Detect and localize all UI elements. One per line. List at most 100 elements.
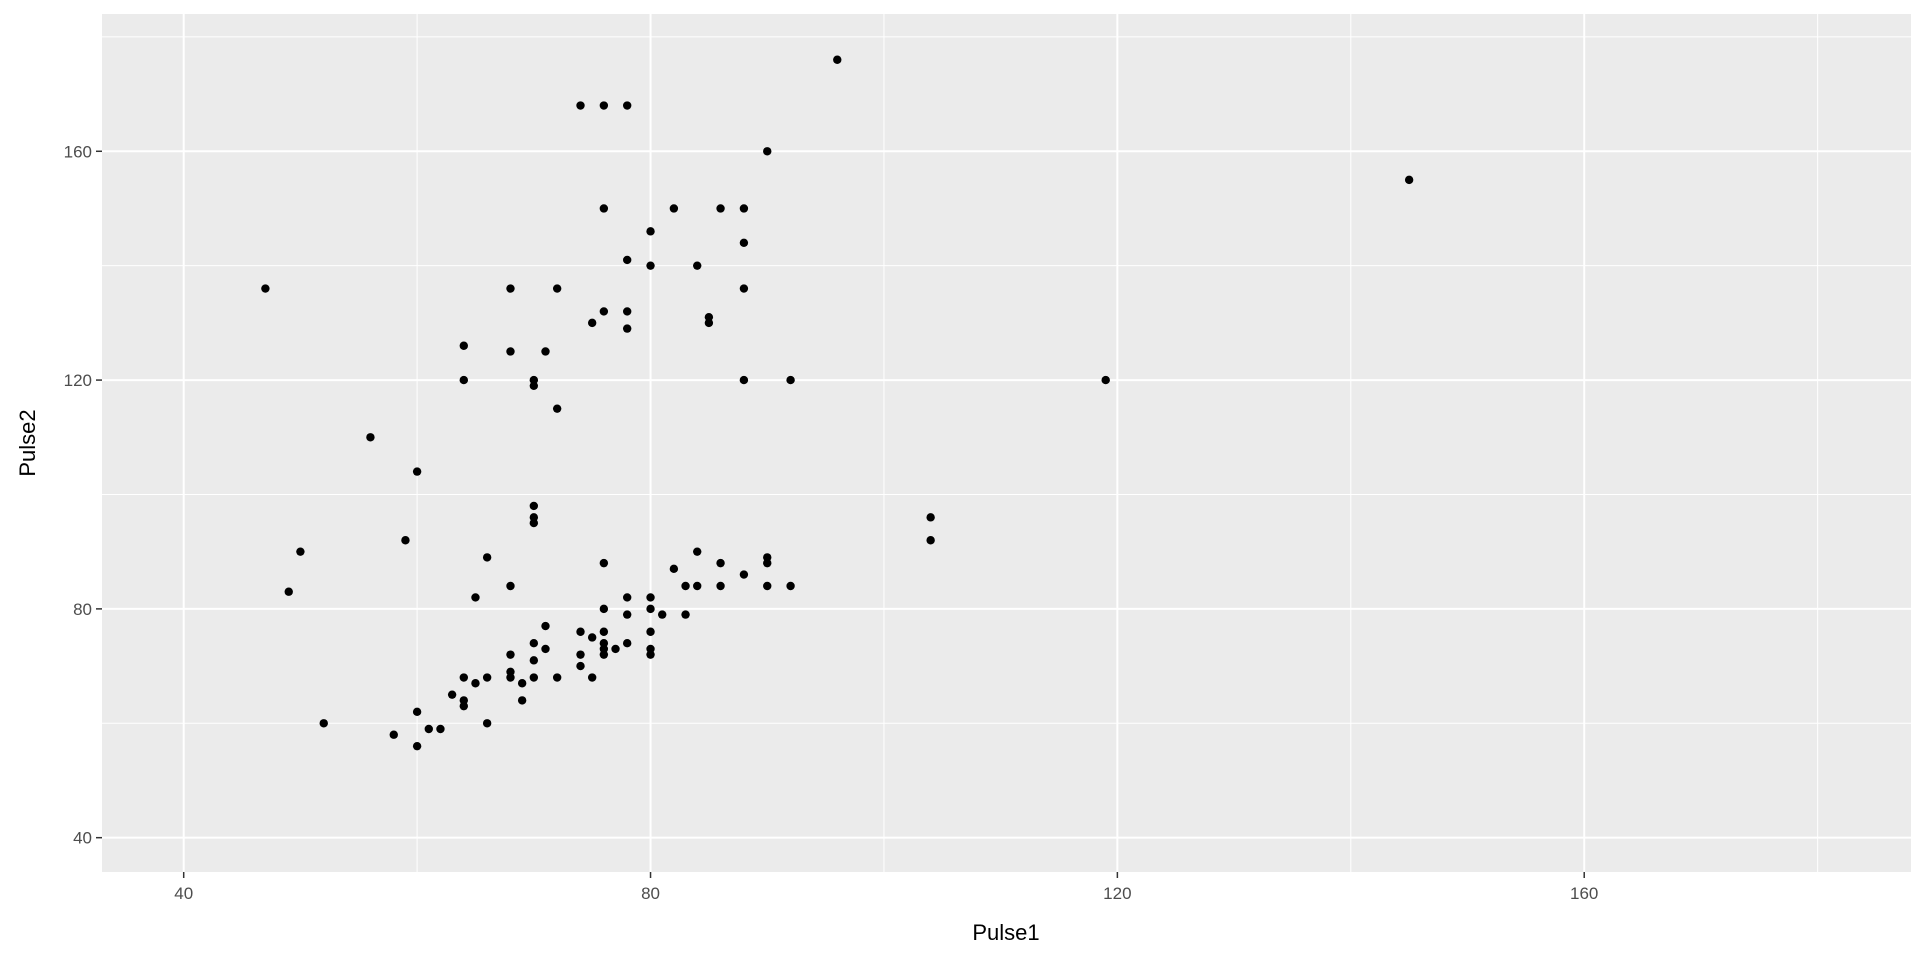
data-point [622, 255, 632, 265]
data-point [552, 404, 562, 413]
data-point [447, 690, 457, 699]
data-point [529, 501, 539, 511]
data-point [506, 284, 515, 293]
data-point [587, 318, 597, 328]
data-point [541, 347, 550, 356]
data-point [739, 238, 749, 247]
data-point [529, 656, 539, 665]
y-tick-label: 40 [73, 829, 92, 848]
x-tick-label: 160 [1570, 884, 1598, 903]
data-point [658, 610, 667, 619]
y-axis-title: Pulse2 [15, 409, 40, 476]
data-point [833, 55, 842, 64]
data-point [646, 593, 655, 602]
data-point [739, 375, 749, 385]
major-gridlines [102, 14, 1911, 872]
data-point [412, 707, 422, 717]
data-point [319, 719, 328, 728]
data-point [716, 204, 725, 213]
data-point [459, 701, 468, 711]
data-point [366, 433, 375, 442]
data-point [622, 324, 632, 333]
data-point [693, 581, 702, 591]
data-point [576, 650, 585, 659]
data-point [459, 673, 468, 682]
data-point [681, 581, 690, 591]
data-point [1404, 175, 1414, 185]
data-point [1101, 375, 1110, 385]
y-tick-label: 80 [73, 600, 92, 619]
minor-gridlines [102, 14, 1911, 872]
data-point [576, 661, 585, 671]
data-point [482, 719, 492, 728]
data-point [693, 547, 702, 556]
data-point [576, 627, 585, 636]
data-point [412, 467, 422, 476]
data-point [926, 536, 935, 545]
y-axis-ticks: 40 80 120 160 [64, 142, 102, 848]
data-point [424, 724, 433, 734]
data-point [482, 553, 492, 562]
data-point [739, 570, 749, 579]
data-point [622, 307, 632, 316]
data-point [401, 536, 410, 545]
data-point [716, 581, 725, 591]
x-tick-label: 40 [174, 884, 193, 903]
data-point [646, 227, 655, 236]
data-point [541, 644, 550, 654]
data-point [599, 204, 609, 213]
data-point [506, 650, 515, 659]
data-point [622, 639, 632, 648]
data-point [763, 581, 772, 591]
data-point [646, 627, 655, 636]
data-point [506, 347, 515, 356]
data-point [926, 513, 935, 522]
data-point [646, 261, 655, 270]
data-point [622, 101, 632, 110]
x-axis-title: Pulse1 [972, 920, 1039, 945]
data-point [541, 621, 550, 631]
data-point [681, 610, 690, 619]
data-point [622, 610, 632, 619]
x-tick-label: 80 [641, 884, 660, 903]
data-point [482, 673, 492, 682]
data-point [693, 261, 702, 270]
data-point [284, 587, 293, 596]
data-point [529, 639, 539, 648]
data-point [506, 673, 515, 682]
data-point [506, 581, 515, 591]
data-point [587, 633, 597, 642]
data-point [412, 741, 422, 751]
data-point [763, 147, 772, 156]
data-point [646, 650, 655, 659]
data-point [471, 593, 480, 602]
data-points [261, 55, 1414, 751]
data-point [459, 375, 468, 385]
y-tick-label: 120 [64, 371, 92, 390]
data-point [611, 644, 620, 654]
x-tick-label: 120 [1103, 884, 1131, 903]
data-point [599, 558, 609, 568]
data-point [704, 318, 714, 328]
data-point [529, 381, 539, 390]
data-point [296, 547, 305, 556]
data-point [552, 673, 562, 682]
data-point [517, 696, 527, 705]
x-axis-ticks: 40 80 120 160 [174, 872, 1598, 903]
data-point [739, 204, 749, 213]
data-point [786, 375, 795, 385]
data-point [529, 673, 539, 682]
data-point [576, 101, 585, 110]
data-point [471, 679, 480, 688]
data-point [786, 581, 795, 591]
data-point [389, 730, 398, 739]
data-point [599, 650, 609, 659]
plot-panel [102, 14, 1911, 872]
data-point [552, 284, 562, 293]
data-point [599, 604, 609, 614]
data-point [599, 101, 609, 110]
data-point [599, 627, 609, 636]
data-point [599, 307, 609, 316]
y-tick-label: 160 [64, 142, 92, 161]
